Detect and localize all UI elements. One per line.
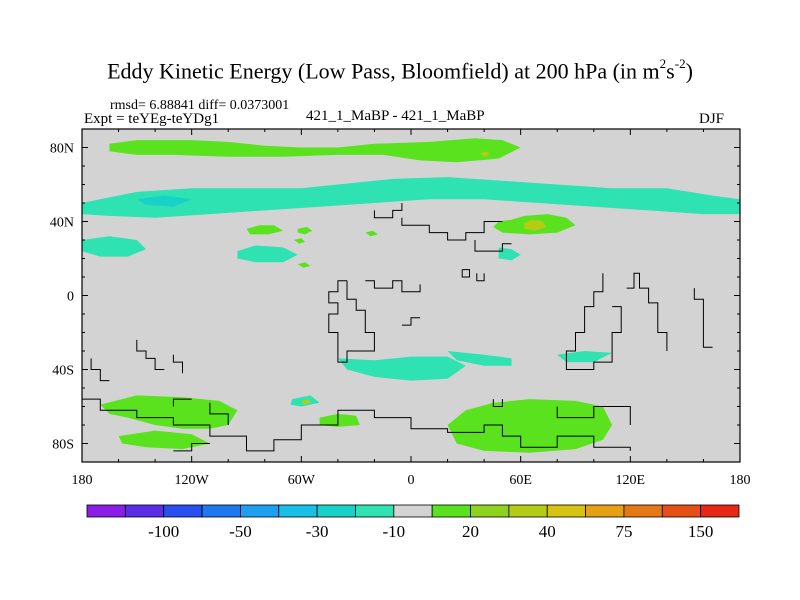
title-units-end: )	[685, 58, 693, 84]
coastline-10	[693, 288, 713, 348]
colorbar-swatch-3	[201, 504, 241, 518]
season-text: DJF	[699, 111, 725, 127]
contour-region-19	[447, 399, 613, 453]
x-tick-label-5: 120E	[616, 473, 646, 488]
title-units-sup1: 2	[659, 56, 667, 71]
x-tick-label-0: 180	[72, 473, 93, 488]
contour-region-1	[136, 195, 192, 207]
contour-region-18	[319, 413, 360, 427]
experiment-text: Expt = teYEg-teYDg1	[84, 111, 220, 127]
contour-region-17	[118, 430, 210, 450]
contour-region-2	[82, 236, 146, 257]
coastline-17	[209, 402, 229, 425]
x-tick-label-6: 180	[730, 473, 751, 488]
contour-region-0	[82, 177, 740, 218]
colorbar-swatch-13	[585, 504, 625, 518]
colorbar-swatch-7	[355, 504, 395, 518]
y-tick-label-3: 40S	[52, 364, 74, 379]
subtitle-text: 421_1_MaBP - 421_1_MaBP	[306, 108, 485, 124]
coastline-13	[172, 354, 183, 374]
y-tick-label-2: 0	[67, 290, 74, 305]
contour-region-6	[447, 351, 512, 366]
x-tick-label-4: 60E	[509, 473, 532, 488]
contour-region-20	[524, 219, 547, 231]
coastline-18	[172, 398, 192, 407]
colorbar-label-1: -50	[229, 522, 252, 541]
colorbar-label-6: 75	[615, 522, 632, 541]
colorbar-swatch-4	[240, 504, 280, 518]
colorbar-swatch-16	[700, 504, 740, 518]
coastline-14	[82, 398, 631, 452]
colorbar-swatch-10	[470, 504, 510, 518]
colorbar-swatch-11	[508, 504, 548, 518]
colorbar-swatch-8	[393, 504, 433, 518]
colorbar-swatch-2	[163, 504, 203, 518]
x-tick-label-1: 120W	[175, 473, 210, 488]
coastline-0	[401, 217, 503, 241]
y-tick-label-0: 80N	[50, 142, 74, 157]
contour-region-12	[297, 227, 313, 235]
stats-text: rmsd= 6.88841 diff= 0.0373001	[110, 98, 290, 113]
colorbar-label-0: -100	[148, 522, 179, 541]
coastline-11	[136, 339, 165, 370]
contour-region-21	[480, 151, 490, 157]
coastline-8	[565, 273, 622, 370]
colorbar-swatch-12	[546, 504, 586, 518]
title-units-sup2: -2	[674, 56, 686, 71]
colorbar-swatch-0	[86, 504, 126, 518]
coastline-12	[90, 358, 110, 382]
contour-region-15	[365, 230, 379, 237]
colorbar-swatch-15	[661, 504, 702, 518]
coastline-16	[492, 399, 503, 407]
contour-region-16	[100, 395, 238, 429]
title-units-mid: s	[666, 58, 675, 84]
contour-region-7	[557, 351, 613, 363]
coastline-2	[474, 240, 512, 252]
chart-title-text: Eddy Kinetic Energy (Low Pass, Bloomfiel…	[107, 58, 660, 84]
coastline-15	[173, 443, 210, 452]
colorbar-swatch-9	[431, 504, 471, 518]
contour-region-9	[109, 138, 521, 163]
coastline-9	[626, 272, 668, 351]
chart-title: Eddy Kinetic Energy (Low Pass, Bloomfiel…	[0, 56, 800, 84]
x-tick-label-2: 60W	[288, 473, 316, 488]
y-tick-label-4: 80S	[52, 438, 74, 453]
colorbar-swatch-5	[278, 504, 318, 518]
x-tick-label-3: 0	[408, 473, 415, 488]
contour-region-5	[337, 356, 466, 381]
colorbar-label-5: 40	[539, 522, 556, 541]
colorbar-label-4: 20	[462, 522, 479, 541]
coastline-5	[328, 280, 375, 363]
colorbar-label-2: -30	[306, 522, 329, 541]
contour-region-3	[237, 245, 298, 263]
contour-region-13	[294, 238, 305, 244]
contour-region-22	[301, 399, 311, 405]
coastline-6	[365, 280, 421, 293]
coastline-7	[401, 317, 421, 326]
coastline-1	[373, 203, 403, 219]
colorbar-label-7: 150	[688, 522, 714, 541]
colorbar-swatch-6	[316, 504, 356, 518]
contour-region-14	[297, 262, 311, 268]
coastline-19	[556, 406, 631, 425]
colorbar-label-3: -10	[382, 522, 405, 541]
colorbar-swatch-1	[124, 504, 165, 518]
y-tick-label-1: 40N	[50, 216, 74, 231]
contour-region-4	[498, 247, 521, 261]
contour-region-11	[246, 225, 284, 235]
colorbar-swatch-14	[623, 504, 663, 518]
coastline-3	[461, 269, 470, 278]
coastline-4	[476, 273, 485, 282]
